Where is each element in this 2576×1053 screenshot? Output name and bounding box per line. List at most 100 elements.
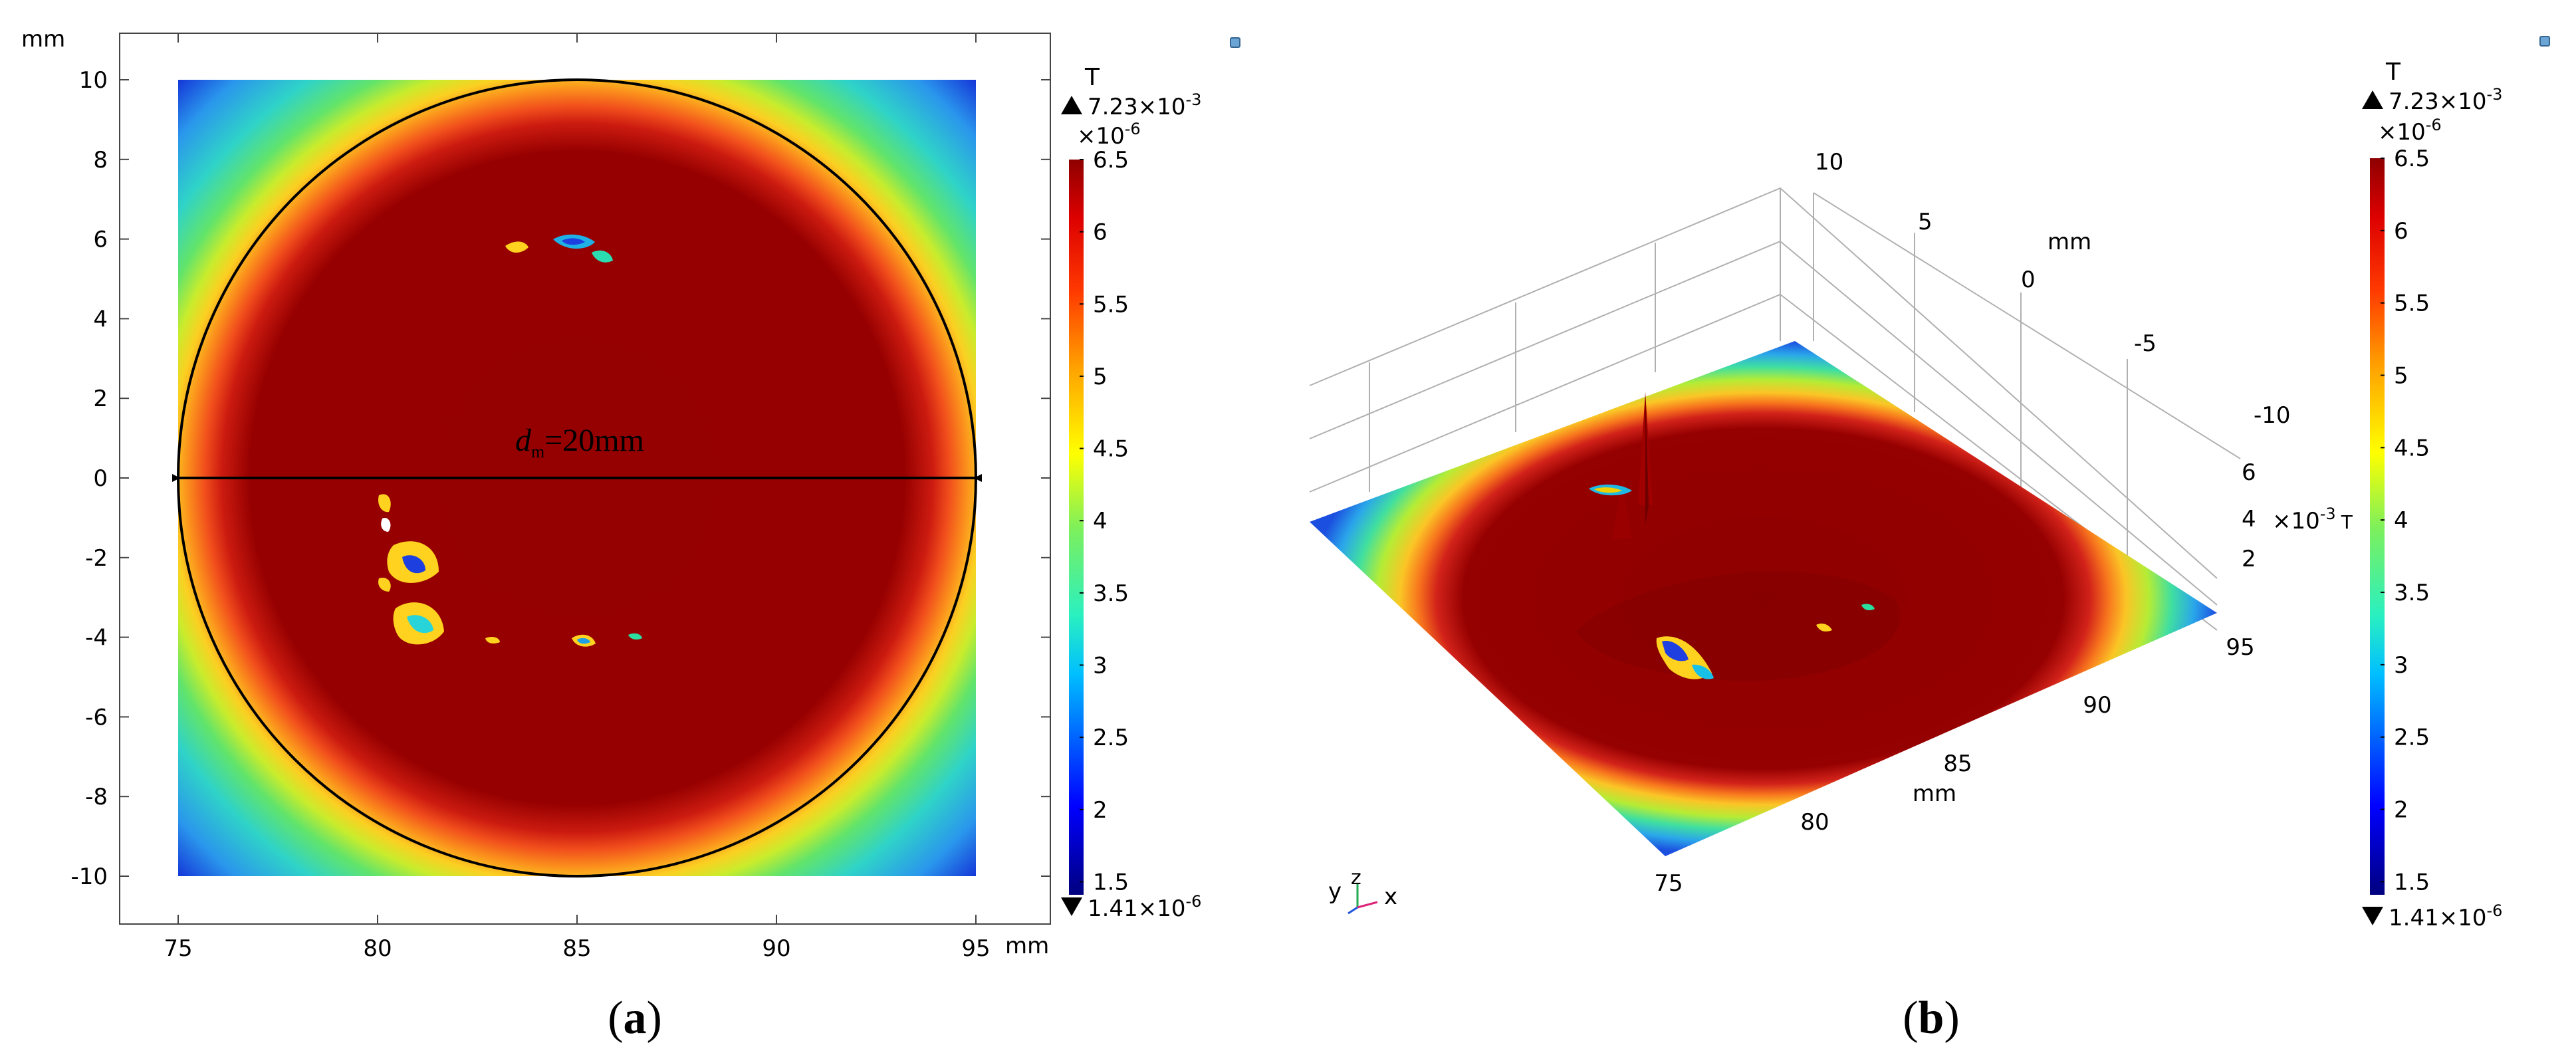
b-z-tick-label: 2 bbox=[2242, 546, 2256, 572]
b-x-tick-label: 80 bbox=[1800, 809, 1829, 836]
a-window-icon[interactable] bbox=[1230, 37, 1240, 48]
colorbar-tick-label: 5 bbox=[1093, 364, 1108, 390]
a-y-tick-label: 8 bbox=[93, 147, 108, 174]
b-x-tick-label: 85 bbox=[1943, 751, 1972, 777]
panel-a: 75 80 85 90 95 10 8 6 4 2 0 -2 -4 -6 -8 -10 mm mm dm=2… bbox=[21, 26, 1240, 1044]
colorbar-min-label: 1.41×10-6 bbox=[1088, 892, 1201, 922]
b-axis-triad: y z x bbox=[1328, 866, 1397, 915]
colorbar-tick-label: 1.5 bbox=[2394, 869, 2430, 895]
a-x-tick-label: 90 bbox=[762, 935, 790, 962]
colorbar-tick-label: 4 bbox=[2394, 507, 2408, 534]
a-anomaly-3 bbox=[592, 250, 614, 263]
a-diameter-label: dm=20mm bbox=[515, 423, 644, 461]
triad-z-label: z bbox=[1351, 866, 1361, 889]
colorbar-max-label: 7.23×10-3 bbox=[1088, 90, 1201, 120]
a-x-tick-label: 75 bbox=[164, 935, 192, 962]
colorbar-quantity: T bbox=[1084, 64, 1100, 91]
a-y-tick-label: -10 bbox=[70, 864, 108, 890]
b-y-tick-label: -5 bbox=[2134, 330, 2157, 357]
a-x-axis: 75 80 85 90 95 bbox=[164, 33, 991, 962]
colorbar-max-marker bbox=[1061, 96, 1082, 114]
b-y-tick-label: 5 bbox=[1918, 209, 1932, 235]
b-x-unit: mm bbox=[1913, 780, 1956, 807]
a-x-tick-label: 80 bbox=[363, 935, 392, 962]
colorbar-tick-label: 2.5 bbox=[1093, 725, 1129, 751]
a-anomaly-11 bbox=[485, 636, 500, 644]
b-grid bbox=[1309, 187, 2241, 631]
a-anomaly-0 bbox=[505, 241, 528, 253]
colorbar-min-marker bbox=[2362, 907, 2383, 925]
colorbar-max-label: 7.23×10-3 bbox=[2389, 85, 2502, 115]
a-anomaly-8 bbox=[378, 578, 391, 592]
b-surface-anomalies bbox=[1589, 484, 1875, 679]
colorbar-quantity: T bbox=[2385, 58, 2401, 86]
a-y-tick-label: 0 bbox=[93, 465, 108, 492]
a-anomaly-14 bbox=[628, 633, 642, 640]
b-z-unit: ×10-3 T bbox=[2272, 505, 2353, 534]
colorbar-tick-label: 3 bbox=[1093, 653, 1108, 679]
a-x-tick-label: 95 bbox=[961, 935, 990, 962]
a-y-unit: mm bbox=[21, 26, 65, 53]
a-y-tick-label: 6 bbox=[93, 227, 108, 253]
colorbar-tick-label: 4.5 bbox=[2394, 435, 2430, 461]
colorbar-tick-label: 5.5 bbox=[1093, 291, 1129, 318]
b-y-tick-label: 0 bbox=[2021, 267, 2036, 293]
b-colorbar: T7.23×10-3×10-66.5 6 5.5 5 4.5 4 3.5 3 2.5 2 1.5 1.… bbox=[2362, 58, 2502, 931]
triad-y-label: y bbox=[1328, 878, 1342, 905]
colorbar-tick-label: 5 bbox=[2394, 363, 2408, 390]
colorbar-tick-label: 5.5 bbox=[2394, 291, 2430, 317]
colorbar-tick-label: 2 bbox=[1093, 797, 1108, 824]
b-x-tick-label: 90 bbox=[2083, 692, 2111, 719]
b-grid-line-10 bbox=[1813, 192, 2241, 459]
colorbar-tick-label: 2 bbox=[2394, 797, 2408, 824]
a-y-tick-label: 4 bbox=[93, 306, 108, 332]
colorbar-tick-label: 6 bbox=[2394, 218, 2408, 245]
a-x-tick-label: 85 bbox=[562, 935, 591, 962]
b-window-icon[interactable] bbox=[2539, 36, 2550, 47]
a-anomaly-13 bbox=[577, 638, 590, 644]
b-x-tick-label: 75 bbox=[1654, 870, 1683, 897]
colorbar-max-marker bbox=[2362, 90, 2383, 109]
a-y-tick-label: -8 bbox=[85, 784, 108, 810]
b-x-tick-label: 95 bbox=[2226, 634, 2254, 661]
panel-b: 75 80 85 90 95 mm 10 5 0 -5 -10 mm 6 4 2 ×10-3 T y z x T… bbox=[1309, 36, 2550, 1044]
a-y-tick-label: -4 bbox=[85, 625, 108, 651]
b-y-tick-label: 10 bbox=[1815, 149, 1843, 176]
b-axes: 75 80 85 90 95 mm 10 5 0 -5 -10 mm 6 4 2 ×10-3 T bbox=[1654, 149, 2353, 897]
colorbar-scale-label: ×10-6 bbox=[2378, 116, 2442, 146]
colorbar-tick-label: 2.5 bbox=[2394, 725, 2430, 751]
a-y-axis: 10 8 6 4 2 0 -2 -4 -6 -8 -10 bbox=[70, 67, 1050, 890]
a-colorbar: T7.23×10-3×10-66.5 6 5.5 5 4.5 4 3.5 3 2.5 2 1.51.… bbox=[1061, 64, 1201, 922]
colorbar-tick-label: 6.5 bbox=[2394, 146, 2430, 172]
b-surface-peak bbox=[1612, 392, 1653, 540]
a-field-anomalies bbox=[378, 234, 642, 647]
b-surface-relief bbox=[1576, 571, 1900, 681]
a-anomaly-10 bbox=[406, 615, 434, 634]
colorbar-min-marker bbox=[1061, 897, 1082, 916]
colorbar-tick-label: 6.5 bbox=[1093, 147, 1129, 174]
triad-x-label: x bbox=[1384, 883, 1397, 910]
b-surface bbox=[1310, 341, 2217, 856]
colorbar-scale-bar bbox=[2370, 158, 2385, 895]
colorbar-tick-label: 3.5 bbox=[2394, 580, 2430, 606]
a-x-unit: mm bbox=[1005, 933, 1049, 959]
a-anomaly-5 bbox=[381, 518, 391, 532]
a-y-tick-label: -6 bbox=[85, 704, 108, 731]
colorbar-tick-label: 4 bbox=[1093, 508, 1108, 534]
a-panel-label: (a) bbox=[608, 993, 662, 1044]
a-anomaly-7 bbox=[402, 555, 425, 574]
a-y-tick-label: 10 bbox=[79, 67, 108, 94]
b-y-tick-label: -10 bbox=[2254, 402, 2291, 429]
a-y-tick-label: 2 bbox=[93, 386, 108, 412]
a-y-tick-label: -2 bbox=[85, 545, 108, 572]
colorbar-tick-label: 3 bbox=[2394, 652, 2408, 679]
b-z-tick-label: 4 bbox=[2242, 506, 2256, 532]
a-anomaly-2 bbox=[562, 238, 585, 245]
a-anomaly-4 bbox=[378, 494, 391, 513]
colorbar-tick-label: 6 bbox=[1093, 219, 1108, 246]
colorbar-min-label: 1.41×10-6 bbox=[2389, 901, 2502, 931]
colorbar-scale-bar bbox=[1069, 160, 1084, 895]
colorbar-tick-label: 1.5 bbox=[1093, 869, 1129, 895]
colorbar-tick-label: 4.5 bbox=[1093, 436, 1129, 463]
